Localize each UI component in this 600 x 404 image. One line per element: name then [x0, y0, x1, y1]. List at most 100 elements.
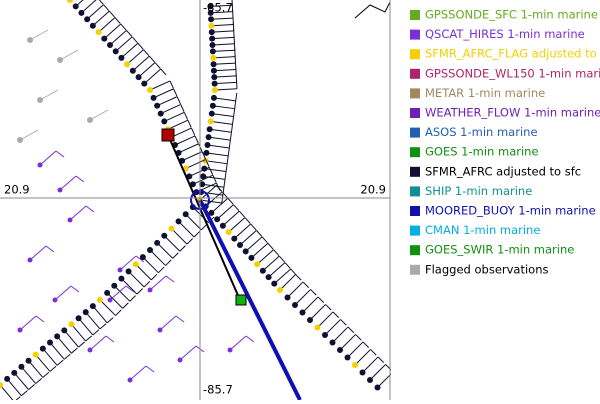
barb-dot: [68, 218, 73, 223]
barb-dot: [84, 16, 90, 22]
legend-swatch: [410, 88, 420, 98]
barb-dot: [87, 117, 93, 123]
barb-dot: [337, 347, 343, 353]
barb-dot: [352, 362, 358, 368]
lat-label: 20.9: [4, 183, 30, 197]
barb-dot: [73, 3, 79, 9]
legend-label: SFMR_AFRC adjusted to sfc: [425, 164, 581, 178]
barb-dot: [124, 61, 130, 67]
barb-dot: [118, 268, 123, 273]
barb-dot: [40, 346, 46, 352]
barb-dot: [27, 37, 33, 43]
barb-dot: [58, 188, 63, 193]
barb-dot: [118, 276, 124, 282]
barb-dot: [183, 211, 189, 217]
barb-dot: [205, 142, 211, 148]
barb-dot: [210, 55, 216, 61]
barb-dot: [208, 118, 214, 124]
legend-swatch: [410, 69, 420, 79]
barb-dot: [178, 358, 183, 363]
barb-dot: [101, 36, 107, 42]
barb-dot: [37, 97, 43, 103]
barb-dot: [154, 103, 160, 109]
barb-dot: [111, 283, 117, 289]
barb-dot: [176, 218, 182, 224]
legend-swatch: [410, 30, 420, 40]
barb-dot: [158, 111, 164, 117]
lat-label: 20.9: [360, 183, 386, 197]
barb-dot: [209, 111, 215, 117]
barb-dot: [147, 87, 153, 93]
barb-dot: [211, 95, 217, 101]
barb-dot: [168, 226, 174, 232]
barb-dot: [315, 325, 321, 331]
legend-swatch: [410, 147, 420, 157]
legend-label: GPSSONDE_SFC 1-min marine: [425, 8, 598, 22]
barb-dot: [210, 48, 216, 54]
barb-dot: [307, 317, 313, 323]
legend-label: GPSSONDE_WL150 1-min marine: [425, 66, 600, 80]
barb-dot: [83, 309, 89, 315]
barb-dot: [17, 137, 23, 143]
legend-swatch: [410, 226, 420, 236]
legend-swatch: [410, 245, 420, 255]
barb-dot: [375, 385, 381, 391]
barb-dot: [254, 261, 260, 267]
barb-dot: [161, 118, 167, 124]
barb-dot: [76, 315, 82, 321]
barb-dot: [300, 310, 306, 316]
barb-dot: [107, 42, 113, 48]
barb-dot: [151, 95, 157, 101]
barb-dot: [78, 10, 84, 16]
legend-label: GOES 1-min marine: [425, 145, 539, 159]
legend-label: ASOS 1-min marine: [425, 125, 538, 139]
barb-dot: [97, 297, 103, 303]
barb-dot: [271, 281, 277, 287]
barb-dot: [226, 229, 232, 235]
barb-dot: [158, 328, 163, 333]
barb-dot: [33, 352, 39, 358]
barb-dot: [136, 74, 142, 80]
legend-label: SFMR_AFRC_FLAG adjusted to: [425, 47, 597, 61]
barb-dot: [68, 321, 74, 327]
legend-swatch: [410, 128, 420, 138]
barb-dot: [130, 68, 136, 74]
barb-dot: [209, 36, 215, 42]
barb-dot: [128, 378, 133, 383]
barb-dot: [54, 333, 60, 339]
barb-dot: [206, 134, 212, 140]
barb-dot: [47, 340, 53, 346]
barb-dot: [211, 61, 217, 67]
barb-dot: [212, 81, 218, 87]
barb-dot: [345, 355, 351, 361]
barb-dot: [148, 288, 153, 293]
barb-dot: [161, 233, 167, 239]
barb-dot: [210, 103, 216, 109]
barb-dot: [108, 298, 113, 303]
legend-label: MOORED_BUOY 1-min marine: [425, 204, 596, 218]
barb-dot: [203, 150, 209, 156]
barb-dot: [285, 295, 291, 301]
lon-label: -85.7: [203, 1, 233, 15]
barb-dot: [360, 370, 366, 376]
legend-label: WEATHER_FLOW 1-min marine: [425, 106, 600, 120]
barb-dot: [214, 216, 220, 222]
barb-dot: [277, 287, 283, 293]
barb-dot: [61, 327, 67, 333]
legend-label: CMAN 1-min marine: [425, 223, 540, 237]
barb-dot: [367, 377, 373, 383]
barb-dot: [57, 57, 63, 63]
barb-dot: [90, 23, 96, 29]
barb-dot: [28, 258, 33, 263]
barb-dot: [211, 74, 217, 80]
legend-label: Flagged observations: [425, 262, 549, 276]
barb-dot: [211, 68, 217, 74]
barb-dot: [322, 332, 328, 338]
barb-dot: [292, 302, 298, 308]
barb-dot: [90, 303, 96, 309]
barb-dot: [266, 274, 272, 280]
barb-dot: [141, 81, 147, 87]
barb-dot: [243, 248, 249, 254]
legend-label: QSCAT_HIRES 1-min marine: [425, 27, 585, 41]
